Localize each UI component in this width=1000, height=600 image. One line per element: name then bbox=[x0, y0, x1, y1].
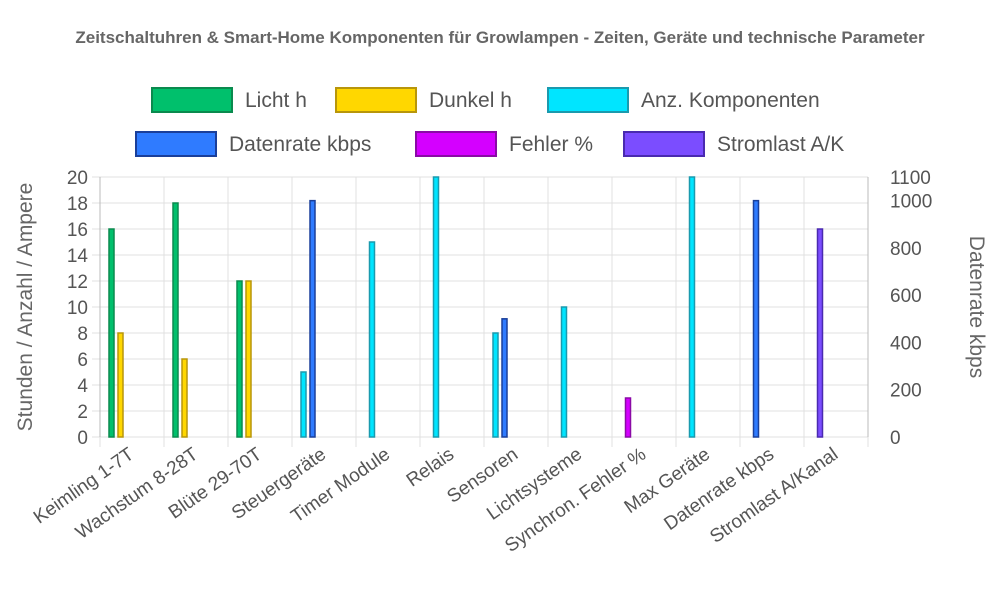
left-axis-ticks: 0 2 4 6 8 10 12 14 16 18 20 bbox=[67, 168, 89, 449]
y-tick-right: 1100 bbox=[890, 168, 931, 189]
y-tick-right: 0 bbox=[890, 428, 901, 449]
y-tick-left: 8 bbox=[77, 324, 88, 345]
category-label: Relais bbox=[403, 444, 458, 491]
chart-title: Zeitschaltuhren & Smart-Home Komponenten… bbox=[75, 28, 925, 47]
legend-swatch-anz-komponenten bbox=[547, 87, 629, 113]
y-tick-left: 18 bbox=[67, 194, 88, 215]
legend-label-anz-komponenten: Anz. Komponenten bbox=[641, 89, 820, 112]
bar-dunkel-h bbox=[245, 280, 252, 438]
y-axis-label-right: Datenrate kbps bbox=[965, 236, 988, 378]
y-tick-left: 4 bbox=[77, 376, 88, 397]
y-tick-left: 10 bbox=[67, 298, 88, 319]
bar-datenrate-kbps bbox=[501, 318, 508, 438]
legend: Licht h Dunkel h Anz. Komponenten Datenrate… bbox=[135, 87, 844, 157]
right-axis-ticks: 0 200 400 600 800 1000 1100 bbox=[890, 168, 932, 449]
bar-licht-h bbox=[172, 202, 179, 438]
legend-label-stromlast-a-k: Stromlast A/K bbox=[717, 133, 844, 156]
bar-licht-h bbox=[236, 280, 243, 438]
y-tick-left: 14 bbox=[67, 246, 89, 267]
bar-stromlast-a-k bbox=[816, 228, 824, 438]
y-tick-left: 0 bbox=[77, 428, 88, 449]
grid bbox=[92, 176, 869, 447]
bar-licht-h bbox=[108, 228, 115, 438]
y-tick-left: 12 bbox=[67, 272, 88, 293]
y-axis-label-left: Stunden / Anzahl / Ampere bbox=[14, 183, 37, 432]
y-tick-right: 1000 bbox=[890, 192, 932, 213]
y-tick-right: 200 bbox=[890, 381, 922, 402]
bar-anz-komponenten bbox=[300, 371, 307, 438]
bar-datenrate-kbps bbox=[752, 199, 760, 438]
legend-swatch-fehler bbox=[415, 131, 497, 157]
bar-anz-komponenten bbox=[560, 306, 568, 438]
y-tick-left: 16 bbox=[67, 220, 88, 241]
bar-datenrate-kbps bbox=[309, 199, 316, 438]
legend-label-datenrate-kbps: Datenrate kbps bbox=[229, 133, 371, 156]
bar-fehler bbox=[624, 397, 632, 438]
legend-swatch-stromlast-a-k bbox=[623, 131, 705, 157]
legend-label-dunkel-h: Dunkel h bbox=[429, 89, 512, 112]
bar-dunkel-h bbox=[181, 358, 188, 438]
legend-swatch-dunkel-h bbox=[335, 87, 417, 113]
y-tick-left: 2 bbox=[77, 402, 88, 423]
bar-anz-komponenten bbox=[688, 176, 696, 438]
y-tick-right: 800 bbox=[890, 239, 922, 260]
y-tick-left: 20 bbox=[67, 168, 88, 189]
bars bbox=[108, 176, 824, 438]
y-tick-right: 400 bbox=[890, 333, 922, 354]
legend-swatch-licht-h bbox=[151, 87, 233, 113]
bar-anz-komponenten bbox=[432, 176, 440, 438]
y-tick-right: 600 bbox=[890, 286, 922, 307]
legend-label-licht-h: Licht h bbox=[245, 89, 307, 112]
bar-anz-komponenten bbox=[368, 241, 376, 438]
y-tick-left: 6 bbox=[77, 350, 88, 371]
bar-anz-komponenten bbox=[492, 332, 499, 438]
legend-label-fehler: Fehler % bbox=[509, 133, 593, 156]
legend-swatch-datenrate-kbps bbox=[135, 131, 217, 157]
bar-dunkel-h bbox=[117, 332, 124, 438]
